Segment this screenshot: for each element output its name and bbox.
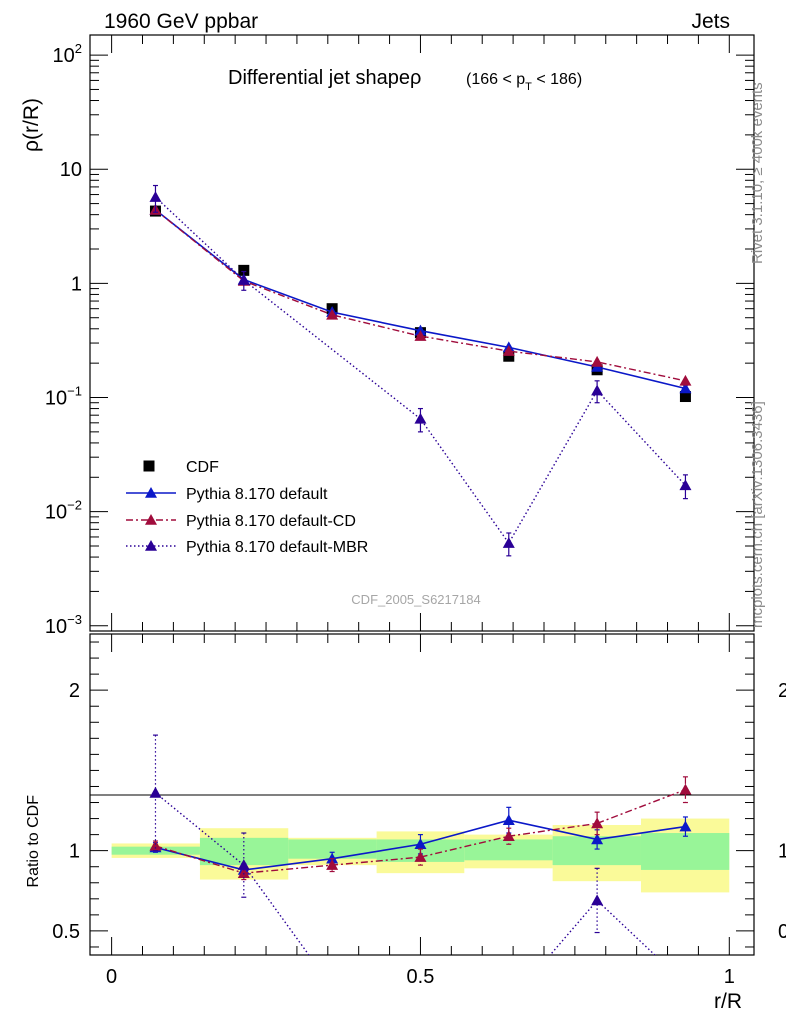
legend-label: Pythia 8.170 default-MBR	[186, 539, 368, 556]
ratio-xtick-label: 0	[106, 966, 117, 988]
legend-entry: CDF	[143, 459, 219, 476]
main-ytick-exp: 2	[75, 41, 82, 56]
main-ylabel: ρ(r/R)	[20, 98, 43, 152]
legend-marker	[145, 514, 157, 525]
data-point	[414, 412, 427, 424]
data-point	[502, 537, 515, 548]
ratio-ytick-label-right: 0.5	[778, 921, 786, 943]
data-point	[414, 330, 427, 341]
ratio-series	[149, 734, 692, 955]
ratio-data-point	[237, 859, 250, 870]
main-ytick-exp: −2	[67, 498, 82, 513]
main-ytick-exp: −1	[67, 384, 82, 399]
data-point	[414, 324, 427, 336]
data-point	[591, 355, 604, 367]
data-point	[238, 264, 250, 276]
main-ytick-label: 10	[60, 159, 82, 181]
data-point	[679, 479, 692, 491]
ratio-ytick-label: 2	[69, 680, 80, 702]
title-range-subscript: T	[525, 81, 532, 93]
data-point	[591, 384, 604, 396]
legend-label: Pythia 8.170 default-CD	[186, 513, 356, 530]
ratio-ylabel-text: Ratio to CDF	[25, 795, 42, 888]
ratio-xtick-label: 1	[724, 966, 735, 988]
ratio-ticks: 0.5 0.5 1 1 2 2 0 0.5 1	[52, 634, 786, 988]
ratio-ytick-label-right: 2	[778, 680, 786, 702]
legend-label: Pythia 8.170 default	[186, 486, 328, 503]
rivet-version-text: Rivet 3.1.10, ≥ 400k events	[749, 82, 766, 264]
ratio-ytick-label: 1	[69, 841, 80, 863]
ratio-data-point	[679, 820, 692, 832]
main-ytick-label: 10−2	[45, 498, 82, 524]
ratio-data-point	[591, 833, 604, 845]
data-point	[679, 374, 692, 386]
ratio-band-inner	[288, 839, 377, 859]
ratio-data-point	[502, 814, 515, 825]
main-ytick-label: 1	[71, 273, 82, 295]
ratio-ytick-label-right: 1	[778, 841, 786, 863]
chart-title: Differential jet shapeρ	[228, 67, 421, 89]
ratio-data-point	[414, 851, 427, 862]
xlabel: r/R	[714, 990, 742, 1013]
analysis-id: CDF_2005_S6217184	[351, 592, 480, 607]
main-ytick-base: 10	[45, 388, 67, 410]
ratio-data-point	[149, 839, 162, 851]
ratio-series-pythia-8-170-default-mbr	[149, 734, 656, 955]
ratio-plot-frame	[89, 633, 755, 956]
legend-entry: Pythia 8.170 default-MBR	[126, 539, 368, 556]
ratio-band-inner	[464, 839, 553, 861]
data-point	[679, 391, 691, 403]
title-range-suffix: < 186)	[532, 71, 582, 88]
ratio-band-inner	[640, 833, 730, 870]
mcplots-text: mcplots.cern.ch [arXiv:1306.3436]	[749, 401, 766, 628]
data-point	[679, 382, 692, 394]
legend-marker	[145, 487, 157, 498]
chart-title-range: (166 < pT < 186)	[466, 71, 582, 93]
ratio-data-point	[237, 867, 250, 878]
main-ytick-base: 10	[45, 616, 67, 638]
legend-entry: Pythia 8.170 default	[126, 486, 328, 503]
ratio-data-point	[679, 783, 692, 795]
legend-marker	[143, 460, 155, 472]
ratio-data-point	[414, 838, 427, 850]
series-pythia-8-170-default-cd	[149, 203, 692, 386]
data-point	[149, 191, 162, 202]
header-left: 1960 GeV ppbar	[104, 10, 258, 33]
series-pythia-8-170-default-mbr	[149, 184, 692, 557]
ratio-data-point	[591, 817, 604, 829]
legend-marker	[145, 540, 157, 551]
data-point	[237, 274, 250, 285]
main-ytick-base: 10	[45, 502, 67, 524]
ratio-data-point	[502, 830, 515, 842]
main-ytick-label: 102	[53, 41, 82, 67]
main-ytick-exp: −3	[67, 612, 82, 627]
legend: CDF Pythia 8.170 default Pythia 8.170 defa…	[126, 459, 368, 556]
data-point	[326, 308, 339, 320]
legend-label: CDF	[186, 459, 219, 476]
ratio-ytick-label: 0.5	[52, 921, 80, 943]
series-line	[154, 196, 686, 545]
ratio-xtick-label: 0.5	[407, 966, 435, 988]
ratio-ylabel: Ratio to CDF	[25, 795, 42, 888]
main-ytick-base: 10	[53, 45, 75, 67]
header-right: Jets	[691, 10, 730, 33]
ratio-data-point	[149, 786, 162, 798]
ratio-data-point	[591, 894, 604, 906]
data-point	[502, 345, 515, 356]
main-series	[149, 184, 692, 557]
ratio-data-point	[326, 859, 339, 870]
ratio-data-point	[326, 852, 339, 864]
legend-entry: Pythia 8.170 default-CD	[126, 513, 356, 530]
main-ytick-label: 10−1	[45, 384, 82, 410]
data-point	[503, 350, 515, 362]
main-ytick-label: 10−3	[45, 612, 82, 638]
title-range-prefix: (166 < p	[466, 71, 525, 88]
ratio-panel	[89, 633, 755, 956]
